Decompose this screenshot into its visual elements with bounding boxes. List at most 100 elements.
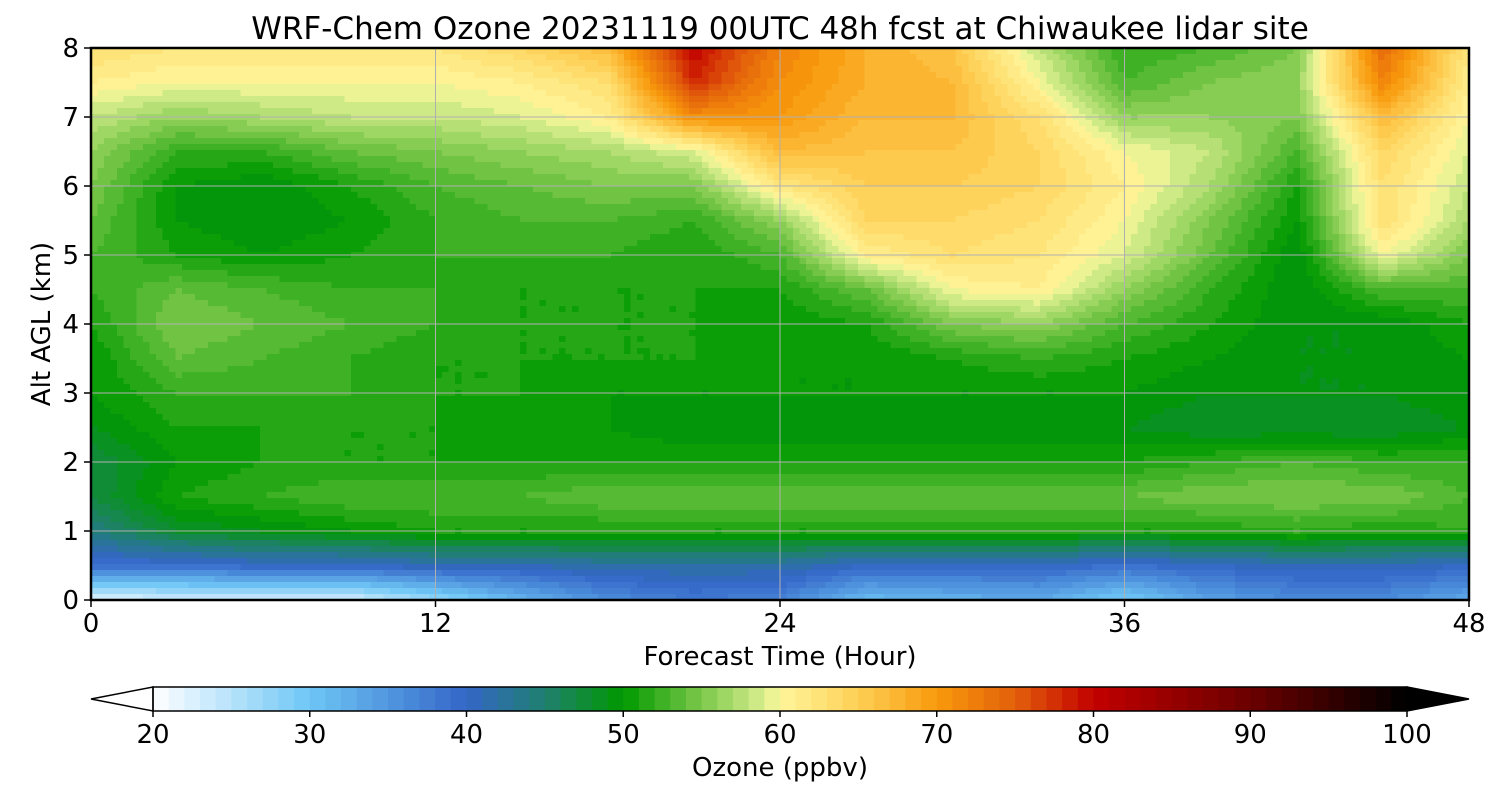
heatmap-cell <box>1183 60 1190 67</box>
heatmap-cell <box>1066 96 1073 103</box>
heatmap-cell <box>260 102 267 109</box>
heatmap-cell <box>475 102 482 109</box>
heatmap-cell <box>358 102 365 109</box>
heatmap-cell <box>884 90 891 97</box>
heatmap-cell <box>533 72 540 79</box>
heatmap-cell <box>520 96 527 103</box>
heatmap-cell <box>832 90 839 97</box>
heatmap-cell <box>312 84 319 91</box>
heatmap-cell <box>540 78 547 85</box>
heatmap-cell <box>514 78 521 85</box>
heatmap-cell <box>247 54 254 61</box>
heatmap-cell <box>293 78 300 85</box>
heatmap-cell <box>1047 72 1054 79</box>
heatmap-cell <box>715 90 722 97</box>
heatmap-cell <box>806 60 813 67</box>
heatmap-cell <box>585 96 592 103</box>
heatmap-cell <box>1411 66 1418 73</box>
heatmap-cell <box>332 54 339 61</box>
heatmap-cell <box>364 66 371 73</box>
heatmap-cell <box>273 72 280 79</box>
heatmap-cell <box>572 60 579 67</box>
heatmap-cell <box>1372 72 1379 79</box>
heatmap-cell <box>611 54 618 61</box>
heatmap-cell <box>1021 84 1028 91</box>
heatmap-cell <box>403 96 410 103</box>
heatmap-cell <box>247 84 254 91</box>
heatmap-cell <box>761 90 768 97</box>
heatmap-cell <box>897 66 904 73</box>
heatmap-cell <box>644 96 651 103</box>
heatmap-cell <box>364 102 371 109</box>
heatmap-cell <box>917 66 924 73</box>
heatmap-cell <box>117 96 124 103</box>
heatmap-cell <box>1112 60 1119 67</box>
heatmap-cell <box>1313 84 1320 91</box>
heatmap-cell <box>527 78 534 85</box>
heatmap-cell <box>176 96 183 103</box>
heatmap-cell <box>117 78 124 85</box>
heatmap-cell <box>416 90 423 97</box>
heatmap-cell <box>462 72 469 79</box>
heatmap-cell <box>871 60 878 67</box>
heatmap-cell <box>787 78 794 85</box>
heatmap-cell <box>715 66 722 73</box>
heatmap-cell <box>111 60 118 67</box>
heatmap-cell <box>1229 60 1236 67</box>
heatmap-cell <box>260 54 267 61</box>
heatmap-cell <box>208 72 215 79</box>
heatmap-cell <box>286 60 293 67</box>
heatmap-cell <box>995 72 1002 79</box>
heatmap-cell <box>215 102 222 109</box>
heatmap-cell <box>384 72 391 79</box>
heatmap-cell <box>904 78 911 85</box>
heatmap-cell <box>585 102 592 109</box>
heatmap-cell <box>1346 96 1353 103</box>
heatmap-cell <box>1131 96 1138 103</box>
heatmap-cell <box>715 84 722 91</box>
heatmap-cell <box>761 84 768 91</box>
heatmap-cell <box>969 90 976 97</box>
heatmap-cell <box>1307 84 1314 91</box>
heatmap-cell <box>1398 84 1405 91</box>
heatmap-cell <box>449 66 456 73</box>
heatmap-cell <box>585 84 592 91</box>
heatmap-cell <box>254 102 261 109</box>
heatmap-cell <box>507 102 514 109</box>
heatmap-cell <box>754 66 761 73</box>
heatmap-cell <box>1053 78 1060 85</box>
heatmap-cell <box>683 54 690 61</box>
heatmap-cell <box>1300 84 1307 91</box>
heatmap-cell <box>410 66 417 73</box>
heatmap-cell <box>273 102 280 109</box>
heatmap-cell <box>1352 96 1359 103</box>
heatmap-cell <box>384 66 391 73</box>
heatmap-cell <box>793 78 800 85</box>
heatmap-cell <box>702 66 709 73</box>
heatmap-cell <box>1092 66 1099 73</box>
heatmap-cell <box>1203 96 1210 103</box>
heatmap-cell <box>325 54 332 61</box>
heatmap-cell <box>852 78 859 85</box>
heatmap-cell <box>1378 90 1385 97</box>
heatmap-cell <box>1196 54 1203 61</box>
heatmap-cell <box>722 84 729 91</box>
heatmap-cell <box>104 72 111 79</box>
heatmap-cell <box>377 54 384 61</box>
heatmap-cell <box>150 84 157 91</box>
heatmap-cell <box>592 54 599 61</box>
heatmap-cell <box>1385 66 1392 73</box>
heatmap-cell <box>839 78 846 85</box>
heatmap-cell <box>936 96 943 103</box>
heatmap-cell <box>312 54 319 61</box>
heatmap-cell <box>1027 78 1034 85</box>
heatmap-cell <box>351 78 358 85</box>
heatmap-cell <box>787 60 794 67</box>
heatmap-cell <box>390 84 397 91</box>
heatmap-cell <box>611 78 618 85</box>
heatmap-cell <box>878 84 885 91</box>
heatmap-cell <box>767 60 774 67</box>
heatmap-cell <box>611 60 618 67</box>
heatmap-cell <box>1242 84 1249 91</box>
heatmap-cell <box>910 84 917 91</box>
